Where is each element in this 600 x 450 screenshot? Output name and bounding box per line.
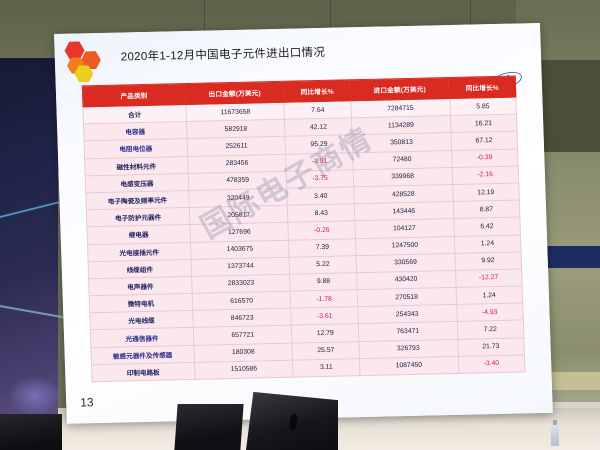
- stage-speaker-right: [246, 392, 338, 450]
- col-header-import-growth: 同比增长%: [448, 76, 516, 99]
- cell-import-growth: -4.93: [456, 303, 524, 322]
- cell-export-value: 205817: [189, 205, 289, 225]
- cell-export-growth: 3.40: [287, 186, 355, 206]
- slide-title: 2020年1-12月中国电子元件进出口情况: [120, 46, 326, 64]
- bottle-cap: [553, 420, 557, 425]
- cell-import-growth: 6.42: [453, 217, 521, 236]
- cell-export-value: 283456: [187, 153, 287, 174]
- table-body: 合计 11673658 7.64 7284715 5.85 电容器 582918 42.12 1…: [82, 97, 525, 382]
- stage-speaker-left: [0, 414, 62, 450]
- cell-export-value: 582918: [186, 119, 286, 139]
- cell-export-growth: 7.64: [284, 100, 352, 120]
- panel-glow: [8, 376, 62, 416]
- cell-import-growth: -0.39: [451, 148, 519, 168]
- col-header-import-value: 进口金额(万美元): [350, 77, 450, 101]
- cell-import-value: 104127: [354, 218, 454, 239]
- cell-export-growth: 12.79: [291, 324, 359, 343]
- cell-import-value: 428528: [353, 184, 453, 204]
- hexagon-logo: [62, 39, 116, 88]
- stage-speaker-middle: [174, 404, 244, 450]
- cell-import-growth: 21.73: [457, 337, 525, 357]
- cell-export-growth: 9.88: [290, 272, 358, 292]
- cell-import-growth: 12.19: [452, 182, 520, 202]
- cell-export-growth: -3.61: [291, 306, 359, 326]
- cell-export-growth: 7.39: [288, 238, 356, 257]
- cell-import-growth: 8.87: [452, 200, 520, 219]
- cell-export-growth: -3.75: [286, 169, 354, 189]
- cell-export-growth: 3.11: [292, 358, 360, 378]
- cell-import-growth: 5.85: [449, 97, 517, 116]
- cell-import-growth: 1.24: [455, 285, 523, 305]
- water-bottle: [551, 420, 559, 446]
- cell-import-value: 350813: [351, 132, 452, 153]
- display-panel-left: [0, 58, 72, 450]
- cell-import-value: 7284715: [350, 98, 450, 118]
- cell-import-value: 254343: [357, 304, 457, 325]
- hexagon-red: [64, 41, 85, 59]
- cell-export-growth: 95.29: [285, 135, 353, 154]
- col-header-export-growth: 同比增长%: [283, 79, 351, 103]
- cell-import-growth: 7.22: [456, 320, 524, 340]
- trade-data-table: 产品类别 出口金额(万美元) 同比增长% 进口金额(万美元) 同比增长% 合计 1…: [82, 76, 526, 383]
- col-header-export-value: 出口金额(万美元): [185, 81, 285, 105]
- cell-export-growth: -0.26: [288, 221, 356, 240]
- cell-export-growth: 42.12: [284, 117, 352, 137]
- col-header-category: 产品类别: [82, 83, 186, 107]
- page-number: 13: [79, 395, 94, 410]
- cell-category: 印制电路板: [91, 362, 195, 382]
- cell-export-growth: 8.43: [287, 203, 355, 223]
- cell-export-value: 616570: [192, 291, 292, 311]
- cell-import-growth: 67.12: [450, 131, 518, 151]
- cell-export-growth: 5.22: [289, 255, 357, 275]
- cell-import-growth: -3.40: [457, 354, 525, 374]
- cell-export-value: 657721: [193, 325, 293, 346]
- panel-light-streak-2: [0, 303, 66, 319]
- cell-export-growth: 25.57: [292, 341, 360, 360]
- cell-import-value: 1087450: [359, 356, 459, 376]
- cell-import-growth: 1.24: [453, 234, 521, 254]
- cell-export-value: 1510586: [194, 359, 294, 380]
- cell-import-growth: 16.21: [449, 114, 517, 133]
- cell-export-value: 1403675: [190, 239, 290, 260]
- presentation-slide: 2020年1-12月中国电子元件进出口情况 CPCA 产品类别 出口金额(万美元…: [54, 22, 553, 424]
- cell-export-growth: -1.78: [290, 289, 358, 309]
- cell-import-value: 430420: [356, 270, 456, 290]
- cell-import-growth: -12.27: [455, 268, 523, 288]
- cell-export-growth: -2.91: [286, 152, 354, 171]
- cell-import-growth: 9.92: [454, 251, 522, 271]
- cell-import-growth: -2.16: [451, 165, 519, 185]
- speaker-handle: [288, 413, 299, 431]
